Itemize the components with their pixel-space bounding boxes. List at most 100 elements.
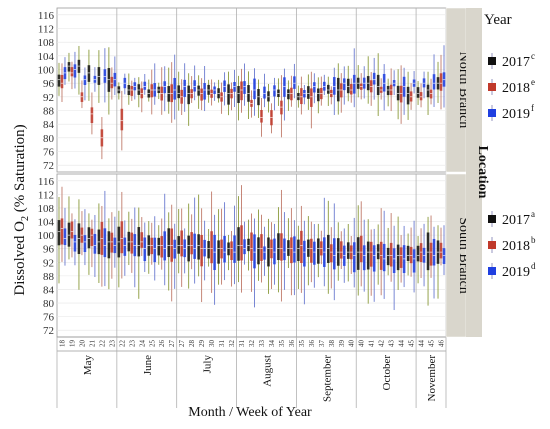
legend-south-label-2017: 2017 <box>502 213 530 228</box>
legend-south-sup-2018: b <box>531 235 536 245</box>
y-tick-label: 88 <box>43 271 55 283</box>
box-2019 <box>342 78 346 91</box>
box-2019 <box>273 85 276 97</box>
box-2017 <box>426 84 430 98</box>
box-2019 <box>123 237 127 256</box>
legend-south-sup-2017: a <box>531 209 535 219</box>
box-2017 <box>287 240 290 256</box>
week-tick-label: 32 <box>248 340 256 348</box>
legend-north-swatch-2018 <box>488 83 496 91</box>
location-strip <box>466 8 482 337</box>
week-tick-label: 36 <box>288 340 296 348</box>
box-2018 <box>230 241 233 261</box>
box-2017 <box>167 228 171 258</box>
box-2019 <box>183 239 186 258</box>
box-2019 <box>293 236 296 263</box>
box-2017 <box>57 220 61 246</box>
box-2017 <box>267 91 270 102</box>
box-2018 <box>339 241 343 259</box>
box-2018 <box>429 89 433 99</box>
box-2018 <box>250 232 253 261</box>
legend-south-swatch-2019 <box>488 267 496 275</box>
week-tick-label: 44 <box>418 340 426 348</box>
month-label: May <box>82 355 94 376</box>
y-tick-label: 104 <box>38 51 55 63</box>
week-tick-label: 36 <box>308 340 316 348</box>
box-2019 <box>143 237 147 262</box>
box-2017 <box>227 84 230 105</box>
month-label: November <box>426 355 438 402</box>
month-label: October <box>381 355 393 391</box>
box-2019 <box>332 77 336 95</box>
box-2018 <box>60 218 64 245</box>
legend-north-sup-2018: e <box>531 77 535 87</box>
legend-south-label-2018: 2018 <box>502 239 530 254</box>
box-2019 <box>213 234 216 271</box>
box-2017 <box>167 86 171 102</box>
box-2018 <box>210 89 213 98</box>
box-2018 <box>150 237 154 255</box>
box-2018 <box>280 100 283 115</box>
week-tick-label: 26 <box>158 340 166 348</box>
week-tick-label: 27 <box>178 340 186 348</box>
box-2019 <box>73 64 77 78</box>
box-2018 <box>300 88 303 105</box>
box-2019 <box>352 74 356 94</box>
box-2018 <box>120 108 124 131</box>
box-2019 <box>223 80 226 92</box>
y-tick-label: 108 <box>38 37 55 49</box>
box-2017 <box>416 245 420 262</box>
y-tick-label: 116 <box>38 176 55 188</box>
box-2017 <box>317 238 320 264</box>
box-2018 <box>359 235 363 263</box>
box-2017 <box>217 240 220 264</box>
box-2019 <box>332 238 336 270</box>
y-tick-label: 100 <box>38 65 55 77</box>
box-2019 <box>243 239 246 255</box>
legend-south-swatch-2017 <box>488 215 496 223</box>
box-2017 <box>177 85 180 99</box>
box-2018 <box>409 91 413 102</box>
box-2018 <box>90 107 94 123</box>
box-2019 <box>323 81 326 91</box>
week-tick-label: 37 <box>318 340 326 348</box>
box-2017 <box>327 84 330 94</box>
box-2019 <box>432 74 436 90</box>
box-2019 <box>362 245 366 271</box>
box-2018 <box>439 242 443 259</box>
box-2017 <box>426 232 430 271</box>
box-2018 <box>130 86 134 96</box>
box-2017 <box>127 231 131 252</box>
week-tick-label: 42 <box>378 340 386 348</box>
box-2018 <box>399 247 403 268</box>
week-tick-label: 25 <box>148 340 156 348</box>
x-axis: 18 19 20 21 22 23 22 23 24 25 26 27 27 28 29 30 31 32 31 32… <box>56 336 447 408</box>
box-2019 <box>243 81 246 94</box>
y-tick-label: 76 <box>43 312 55 324</box>
legend-south-sup-2019: d <box>531 261 536 271</box>
box-2017 <box>376 74 380 96</box>
box-2018 <box>379 241 383 270</box>
box-2019 <box>432 238 436 266</box>
box-2019 <box>293 76 296 89</box>
box-2019 <box>93 75 97 83</box>
box-2019 <box>153 237 157 263</box>
box-2018 <box>339 83 343 98</box>
box-2019 <box>173 239 176 259</box>
box-2018 <box>280 233 283 261</box>
box-2017 <box>137 84 141 95</box>
week-tick-label: 46 <box>438 340 446 348</box>
box-2018 <box>310 88 313 107</box>
box-2019 <box>93 233 97 254</box>
box-2019 <box>183 79 186 97</box>
box-2018 <box>240 225 243 261</box>
week-tick-label: 23 <box>128 340 136 348</box>
box-2018 <box>200 234 203 267</box>
box-2019 <box>253 234 256 269</box>
box-2017 <box>67 222 71 247</box>
box-2017 <box>307 239 310 257</box>
box-2019 <box>223 235 226 263</box>
